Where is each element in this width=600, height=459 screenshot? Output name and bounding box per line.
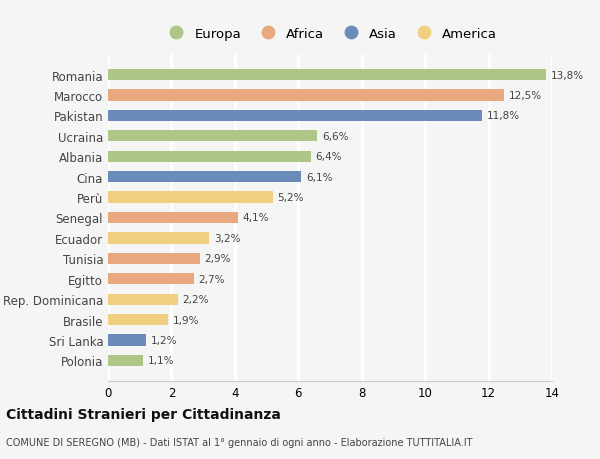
Text: 6,4%: 6,4% [316, 152, 342, 162]
Bar [108, 314, 168, 325]
Text: 6,6%: 6,6% [322, 132, 349, 141]
Bar [108, 274, 194, 285]
Bar [108, 111, 482, 122]
Text: 2,2%: 2,2% [182, 295, 209, 304]
Bar [108, 192, 273, 203]
Bar [108, 70, 545, 81]
Text: 11,8%: 11,8% [487, 111, 520, 121]
Text: 13,8%: 13,8% [550, 71, 584, 80]
Bar [108, 90, 505, 101]
Bar [108, 253, 200, 264]
Bar [108, 294, 178, 305]
Bar [108, 213, 238, 224]
Text: 2,9%: 2,9% [205, 254, 231, 264]
Text: COMUNE DI SEREGNO (MB) - Dati ISTAT al 1° gennaio di ogni anno - Elaborazione TU: COMUNE DI SEREGNO (MB) - Dati ISTAT al 1… [6, 437, 473, 447]
Bar [108, 151, 311, 162]
Bar [108, 233, 209, 244]
Text: 1,2%: 1,2% [151, 335, 178, 345]
Text: 6,1%: 6,1% [306, 172, 333, 182]
Bar [108, 172, 301, 183]
Bar [108, 355, 143, 366]
Legend: Europa, Africa, Asia, America: Europa, Africa, Asia, America [158, 22, 502, 46]
Bar [108, 335, 146, 346]
Text: 2,7%: 2,7% [199, 274, 225, 284]
Text: 4,1%: 4,1% [243, 213, 269, 223]
Bar [108, 131, 317, 142]
Text: 1,9%: 1,9% [173, 315, 200, 325]
Text: 1,1%: 1,1% [148, 356, 174, 365]
Text: 3,2%: 3,2% [214, 233, 241, 243]
Text: 12,5%: 12,5% [509, 91, 542, 101]
Text: 5,2%: 5,2% [278, 193, 304, 203]
Text: Cittadini Stranieri per Cittadinanza: Cittadini Stranieri per Cittadinanza [6, 407, 281, 421]
